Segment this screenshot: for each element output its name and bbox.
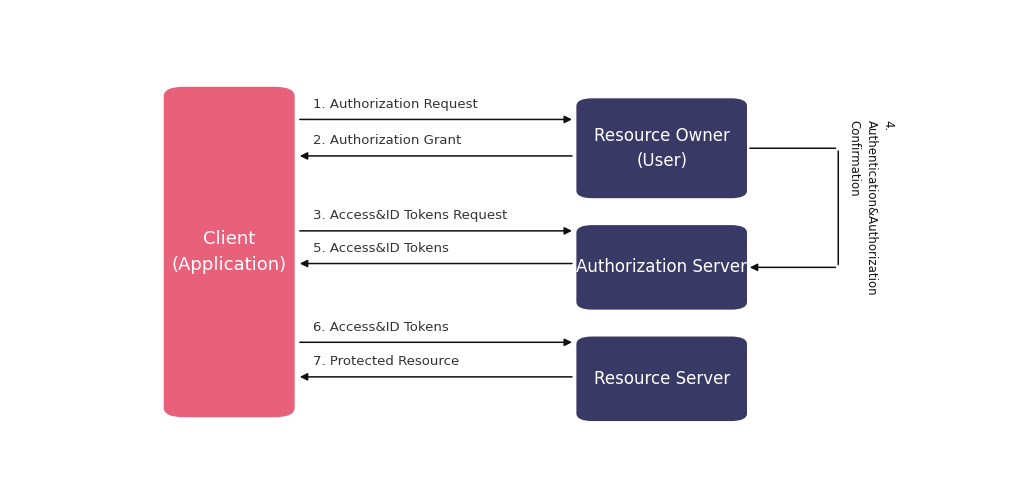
Text: 7. Protected Resource: 7. Protected Resource xyxy=(313,355,459,368)
Text: Client
(Application): Client (Application) xyxy=(172,230,287,274)
Text: 2. Authorization Grant: 2. Authorization Grant xyxy=(313,135,461,148)
Text: 5. Access&ID Tokens: 5. Access&ID Tokens xyxy=(313,242,449,255)
Text: Resource Server: Resource Server xyxy=(594,370,730,388)
FancyBboxPatch shape xyxy=(164,87,295,417)
Text: 3. Access&ID Tokens Request: 3. Access&ID Tokens Request xyxy=(313,210,507,223)
FancyBboxPatch shape xyxy=(577,225,746,309)
Text: 4.
Authentication&Authorization
Confirmation: 4. Authentication&Authorization Confirma… xyxy=(848,120,895,295)
Text: 6. Access&ID Tokens: 6. Access&ID Tokens xyxy=(313,321,449,334)
Text: Authorization Server: Authorization Server xyxy=(577,258,748,276)
Text: Resource Owner
(User): Resource Owner (User) xyxy=(594,127,730,170)
FancyBboxPatch shape xyxy=(577,336,746,421)
FancyBboxPatch shape xyxy=(577,98,746,198)
Text: 1. Authorization Request: 1. Authorization Request xyxy=(313,98,477,111)
